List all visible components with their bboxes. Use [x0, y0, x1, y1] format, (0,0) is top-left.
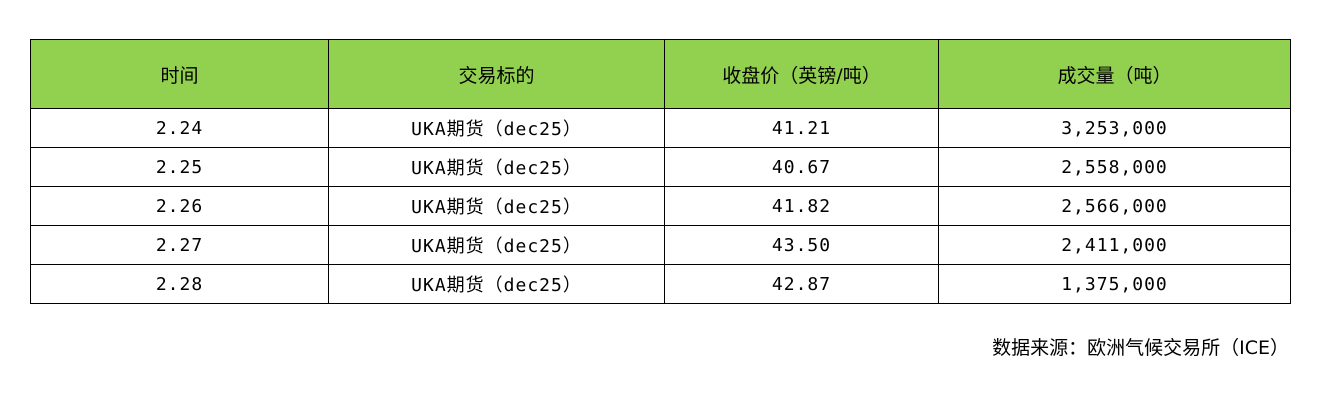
cell-volume: 2,411,000 — [938, 225, 1291, 265]
data-source-note: 数据来源：欧洲气候交易所（ICE） — [992, 337, 1289, 359]
table-row: 2.24 UKA期货（dec25） 41.21 3,253,000 — [30, 108, 1291, 148]
cell-close-price: 41.21 — [664, 108, 939, 148]
cell-close-price: 42.87 — [664, 264, 939, 304]
header-date: 时间 — [30, 39, 329, 109]
cell-volume: 2,566,000 — [938, 186, 1291, 226]
cell-instrument: UKA期货（dec25） — [328, 186, 665, 226]
table-row: 2.26 UKA期货（dec25） 41.82 2,566,000 — [30, 186, 1291, 226]
cell-instrument: UKA期货（dec25） — [328, 147, 665, 187]
cell-volume: 2,558,000 — [938, 147, 1291, 187]
cell-date: 2.28 — [30, 264, 329, 304]
cell-volume: 3,253,000 — [938, 108, 1291, 148]
header-instrument: 交易标的 — [328, 39, 665, 109]
table-row: 2.28 UKA期货（dec25） 42.87 1,375,000 — [30, 264, 1291, 304]
cell-date: 2.27 — [30, 225, 329, 265]
cell-close-price: 40.67 — [664, 147, 939, 187]
header-row: 时间 交易标的 收盘价（英镑/吨） 成交量（吨） — [30, 39, 1291, 109]
header-volume: 成交量（吨） — [938, 39, 1291, 109]
cell-close-price: 41.82 — [664, 186, 939, 226]
cell-date: 2.26 — [30, 186, 329, 226]
price-volume-table: 时间 交易标的 收盘价（英镑/吨） 成交量（吨） 2.24 UKA期货（dec25… — [30, 39, 1291, 304]
header-close-price: 收盘价（英镑/吨） — [664, 39, 939, 109]
table-row: 2.27 UKA期货（dec25） 43.50 2,411,000 — [30, 225, 1291, 265]
cell-date: 2.25 — [30, 147, 329, 187]
table-row: 2.25 UKA期货（dec25） 40.67 2,558,000 — [30, 147, 1291, 187]
cell-instrument: UKA期货（dec25） — [328, 225, 665, 265]
cell-volume: 1,375,000 — [938, 264, 1291, 304]
cell-instrument: UKA期货（dec25） — [328, 264, 665, 304]
cell-date: 2.24 — [30, 108, 329, 148]
cell-instrument: UKA期货（dec25） — [328, 108, 665, 148]
cell-close-price: 43.50 — [664, 225, 939, 265]
